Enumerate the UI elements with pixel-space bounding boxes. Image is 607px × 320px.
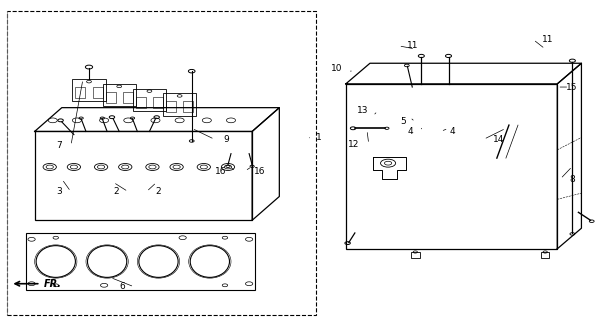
Text: 12: 12	[348, 140, 360, 148]
Bar	[133, 89, 166, 111]
Text: 6: 6	[120, 282, 125, 292]
Bar	[163, 93, 196, 116]
Bar	[35, 132, 252, 220]
Text: 4: 4	[450, 127, 455, 136]
Text: 13: 13	[358, 106, 369, 115]
Bar	[411, 252, 419, 258]
Text: 2: 2	[114, 187, 119, 196]
Bar	[93, 87, 103, 98]
Bar	[346, 84, 557, 249]
Text: 1: 1	[316, 133, 321, 142]
Text: 11: 11	[542, 35, 554, 44]
Text: 9: 9	[224, 135, 229, 144]
Bar	[7, 11, 316, 316]
Text: FR.: FR.	[44, 279, 62, 289]
Text: 10: 10	[331, 63, 342, 73]
Bar	[25, 233, 255, 290]
Text: 15: 15	[566, 83, 578, 92]
Bar	[72, 79, 106, 101]
Bar	[123, 92, 133, 103]
Bar	[75, 87, 86, 98]
Text: 7: 7	[56, 141, 62, 150]
Text: 16: 16	[254, 167, 265, 176]
Bar	[166, 101, 176, 112]
Bar	[106, 92, 115, 103]
Text: 14: 14	[493, 135, 504, 144]
Bar	[136, 97, 146, 108]
Bar	[183, 101, 193, 112]
Bar	[541, 252, 549, 258]
Text: 5: 5	[401, 117, 406, 126]
Text: 8: 8	[569, 174, 575, 184]
Bar	[153, 97, 163, 108]
Text: 16: 16	[215, 167, 227, 176]
Text: 4: 4	[408, 127, 413, 136]
Text: 11: 11	[407, 41, 419, 50]
Text: 3: 3	[56, 187, 62, 196]
Text: 2: 2	[155, 187, 161, 196]
Bar	[103, 84, 136, 106]
